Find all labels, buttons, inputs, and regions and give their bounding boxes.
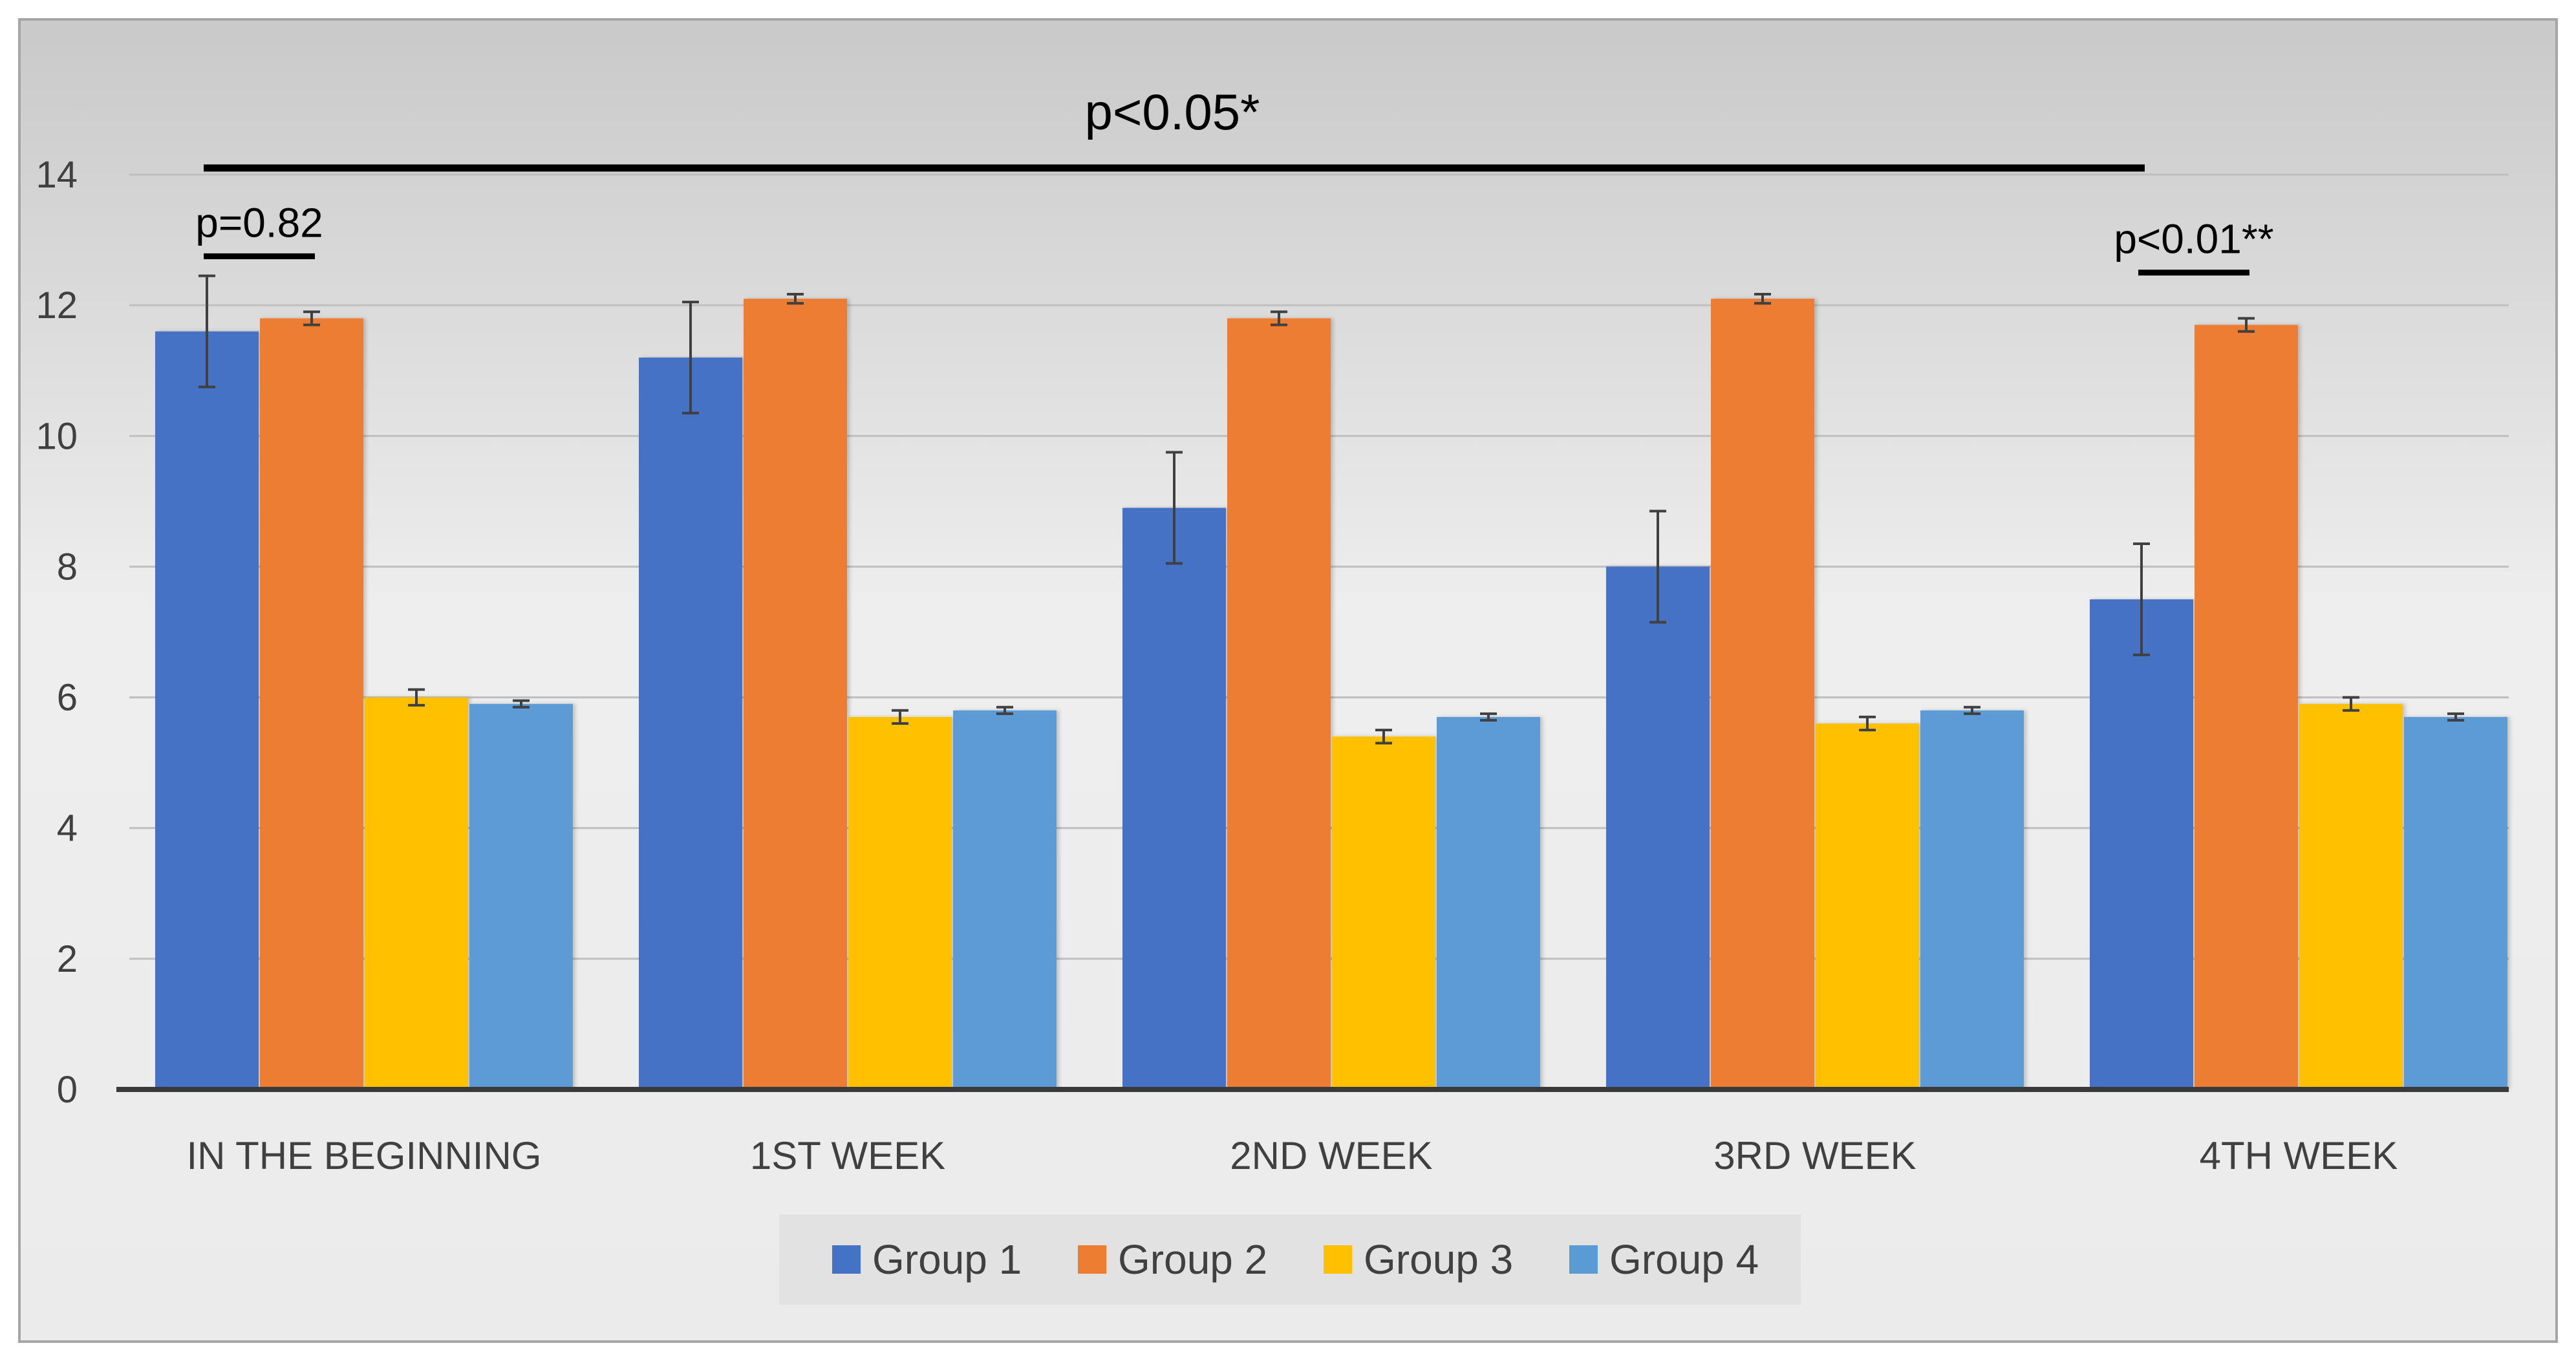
significance-annotations: p<0.05* p=0.82 p<0.01** [195, 83, 2274, 276]
bars [155, 299, 2507, 1090]
bar-group-3-4 [1816, 723, 1919, 1089]
y-tick-label: 12 [36, 284, 78, 327]
legend-label: Group 1 [872, 1236, 1022, 1283]
legend-label: Group 3 [1364, 1236, 1513, 1283]
error-bar [2447, 712, 2464, 722]
legend-label: Group 2 [1118, 1236, 1267, 1283]
significance-bracket: p<0.05* [204, 83, 2145, 172]
legend-item-group-1: Group 1 [832, 1236, 1022, 1283]
error-bar [996, 705, 1013, 715]
error-bar [408, 688, 425, 707]
bar-group-4-5 [2404, 716, 2507, 1089]
error-bar [2133, 542, 2150, 656]
error-bar [1859, 715, 1876, 732]
bar-group-3-3 [1332, 736, 1435, 1089]
legend-label: Group 4 [1609, 1236, 1759, 1283]
error-bar [892, 709, 908, 725]
x-axis-category-labels: IN THE BEGINNING 1ST WEEK 2ND WEEK 3RD WEEK… [187, 1134, 2398, 1177]
bar-group-2-3 [1227, 318, 1331, 1089]
legend-item-group-2: Group 2 [1078, 1236, 1267, 1283]
error-bar [2238, 317, 2255, 333]
error-bar [787, 292, 804, 305]
bar-group-3-5 [2299, 703, 2403, 1089]
significance-bracket: p=0.82 [195, 199, 323, 259]
legend-swatch [832, 1245, 861, 1274]
error-bar [1166, 451, 1183, 565]
y-tick-label: 6 [57, 677, 78, 719]
x-category-label: 3RD WEEK [1713, 1134, 1916, 1177]
bar-group-4-3 [1437, 716, 1540, 1089]
bar-group-4-1 [469, 703, 573, 1089]
error-bar [303, 310, 320, 327]
significance-label: p<0.01** [2114, 216, 2273, 263]
significance-label: p=0.82 [195, 199, 323, 246]
error-bar [513, 699, 530, 709]
legend: Group 1 Group 2 Group 3 Group 4 [779, 1214, 1801, 1305]
error-bar [1375, 729, 1392, 745]
bar-group-4-2 [953, 710, 1057, 1089]
y-axis-tick-labels: 0 2 4 6 8 10 12 14 [36, 154, 78, 1111]
error-bar [1271, 310, 1287, 327]
legend-item-group-3: Group 3 [1324, 1236, 1513, 1283]
y-tick-label: 4 [57, 808, 78, 850]
bar-group-1-5 [2090, 599, 2193, 1089]
error-bar [2343, 696, 2359, 712]
legend-swatch [1324, 1245, 1352, 1274]
bar-group-4-4 [1920, 710, 2024, 1089]
error-bar [1754, 292, 1771, 305]
error-bar [1480, 712, 1497, 722]
x-category-label: 1ST WEEK [750, 1134, 945, 1177]
bar-group-1-1 [155, 331, 259, 1089]
bar-group-3-2 [848, 716, 952, 1089]
error-bar [682, 301, 699, 414]
bar-group-1-4 [1606, 566, 1710, 1089]
bar-group-1-3 [1122, 508, 1226, 1089]
error-bar [199, 274, 215, 389]
error-bars [199, 274, 2464, 745]
bar-group-2-5 [2195, 325, 2298, 1089]
x-category-label: 4TH WEEK [2200, 1134, 2398, 1177]
bar-group-1-2 [639, 358, 742, 1089]
y-tick-label: 0 [57, 1069, 78, 1111]
legend-swatch [1078, 1245, 1106, 1274]
y-tick-label: 8 [57, 546, 78, 588]
significance-bracket: p<0.01** [2114, 216, 2274, 276]
y-tick-label: 2 [57, 938, 78, 980]
x-category-label: IN THE BEGINNING [187, 1134, 542, 1177]
bar-group-2-1 [260, 318, 363, 1089]
x-category-label: 2ND WEEK [1230, 1134, 1432, 1177]
legend-box [779, 1214, 1801, 1305]
significance-label: p<0.05* [1084, 83, 1260, 140]
error-bar [1649, 509, 1666, 624]
y-tick-label: 10 [36, 415, 78, 457]
bar-group-2-4 [1711, 299, 1814, 1090]
legend-swatch [1569, 1245, 1598, 1274]
y-tick-label: 14 [36, 154, 78, 196]
bar-group-3-1 [365, 697, 468, 1089]
legend-item-group-4: Group 4 [1569, 1236, 1759, 1283]
bar-group-2-2 [744, 299, 847, 1090]
error-bar [1964, 705, 1980, 715]
